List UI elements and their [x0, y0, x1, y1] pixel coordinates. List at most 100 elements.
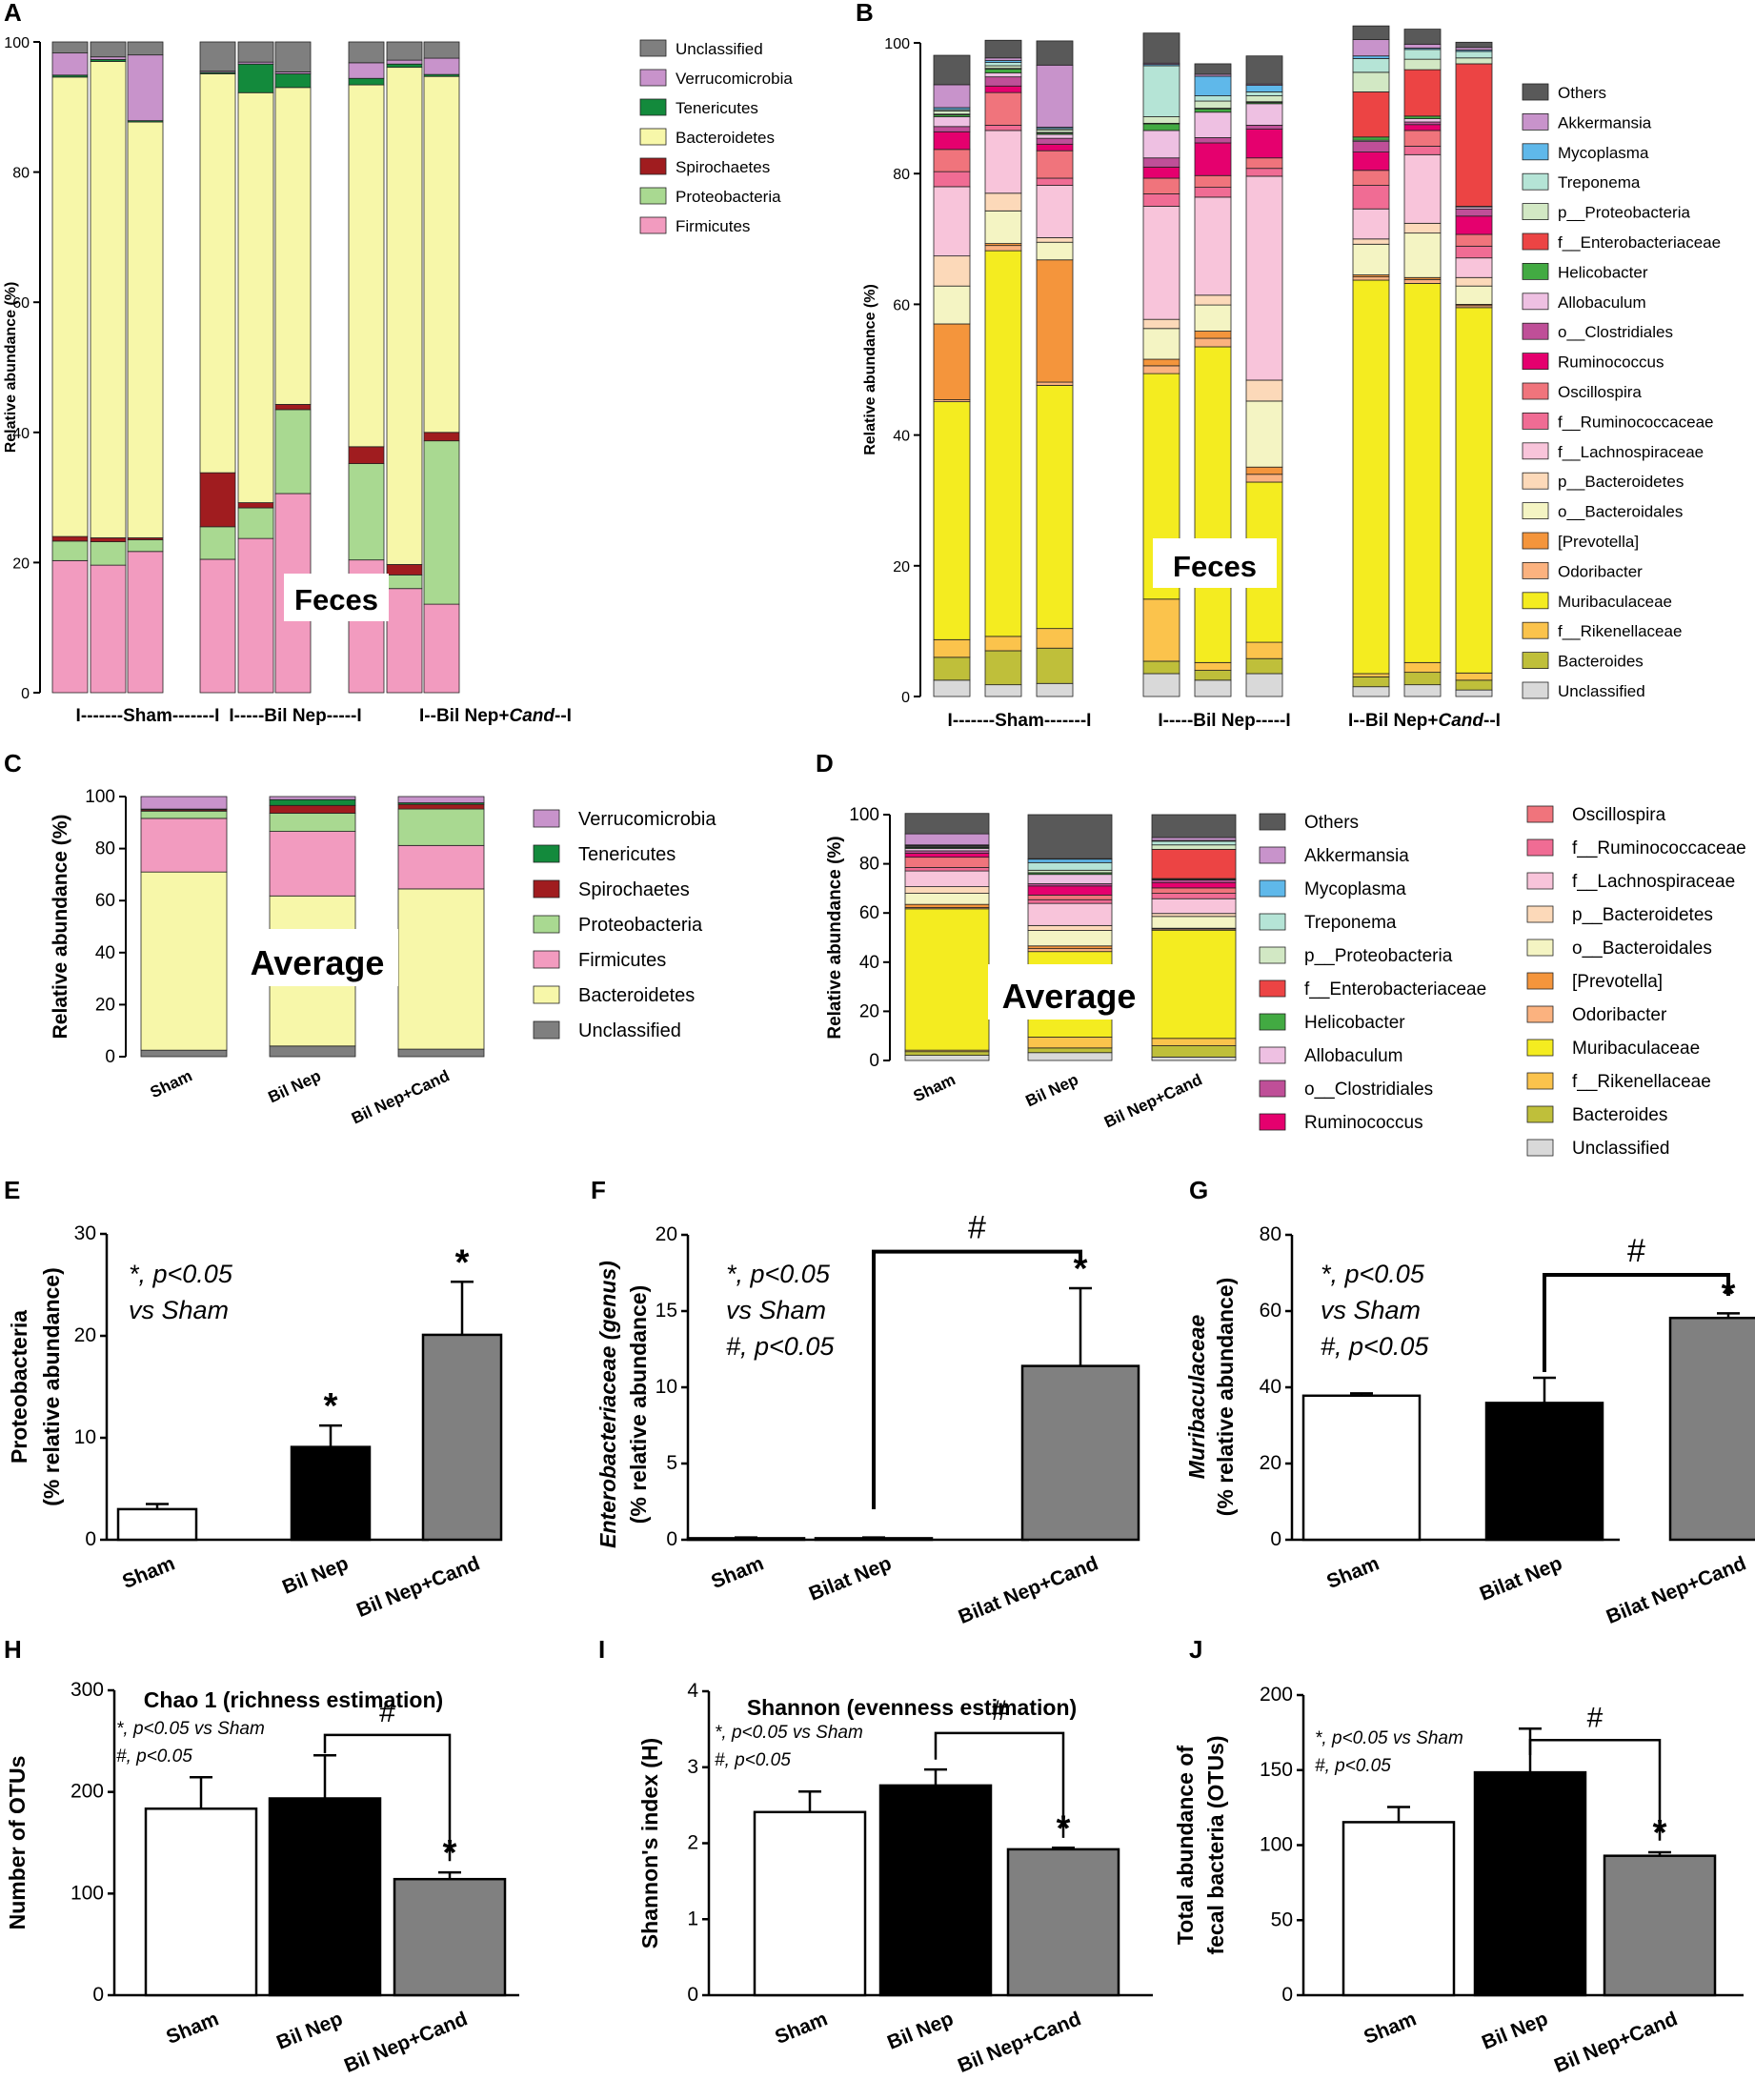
x-tick-label: Sham	[1323, 1552, 1382, 1593]
legend-swatch	[1522, 472, 1549, 490]
bar-bil-nep-cand	[1006, 1848, 1120, 1997]
bar-segment--prevotella-	[933, 323, 971, 400]
bar-segment-f-lachnospiraceae	[1151, 898, 1237, 915]
bar-segment-p-proteobacteria	[1455, 57, 1493, 65]
bar-segment-bacteroidetes	[140, 871, 228, 1051]
legend-label: Unclassified	[1558, 682, 1645, 700]
bar-segment-others	[1194, 63, 1232, 75]
x-tick-label: Sham	[119, 1552, 178, 1593]
bar-segment-firmicutes	[127, 551, 164, 694]
bar-segment-p-bacteroidetes	[1403, 222, 1442, 234]
legend-label: f__Lachnospiraceae	[1558, 443, 1704, 461]
stats-annotation: #, p<0.05	[116, 1747, 192, 1767]
x-tick-label: Sham	[911, 1070, 958, 1105]
bar-segment-bacteroides	[984, 650, 1022, 686]
panel-b: 0 20 40 60 80 100 Relative abundance (%) Others…	[862, 25, 1721, 731]
legend-label: Bacteroides	[1572, 1105, 1667, 1125]
bar-segment-treponema	[1151, 840, 1237, 846]
bar-segment-firmicutes	[423, 603, 460, 694]
bar-segment-p-bacteroidetes	[984, 192, 1022, 212]
legend-label: Muribaculaceae	[1558, 593, 1672, 611]
bar-segment-treponema	[1194, 95, 1232, 102]
legend-swatch	[1522, 293, 1549, 311]
bar-segment-unclassified	[127, 41, 164, 56]
bar-segment-f-ruminococcaceae	[1151, 893, 1237, 899]
legend-swatch	[1259, 1113, 1286, 1131]
bar-segment-spirochaetes	[397, 803, 485, 810]
chart-title: Feces	[294, 583, 378, 616]
y-tick-label: 200	[71, 1781, 104, 1803]
stats-annotation: #, p<0.05	[726, 1332, 835, 1361]
bar-segment-tenericutes	[386, 63, 423, 69]
legend-label: Ruminococcus	[1304, 1113, 1423, 1133]
bar-segment-allobaculum	[1194, 111, 1232, 138]
x-tick-label: Bil Nep+Cand	[341, 2008, 471, 2077]
legend-swatch	[1522, 412, 1549, 430]
bar-segment-muribaculaceae	[904, 908, 990, 1051]
bar-segment-oscillospira	[933, 149, 971, 172]
stats-annotation: #, p<0.05	[1321, 1332, 1429, 1361]
bar-segment-o-bacteroidales	[1027, 930, 1113, 947]
bar-segment-muribaculaceae	[1151, 929, 1237, 1040]
bar-segment-oscillospira	[1352, 170, 1390, 186]
legend-swatch	[1522, 681, 1549, 699]
significance-star: *	[1074, 1249, 1088, 1289]
stats-annotation: vs Sham	[1321, 1296, 1421, 1324]
bar-segment-muribaculaceae	[1455, 307, 1493, 674]
bar-segment-unclassified	[386, 41, 423, 61]
bar-segment-oscillospira	[1036, 150, 1074, 179]
panel-label-b: B	[856, 0, 874, 27]
bar-segment-f-ruminococcaceae	[1352, 185, 1390, 210]
x-tick-label: Bilat Nep	[1477, 1552, 1565, 1605]
bar-segment-unclassified	[904, 1055, 990, 1061]
legend-swatch	[1259, 1013, 1286, 1031]
x-tick-label: Bilat Nep+Cand	[1604, 1552, 1749, 1628]
legend-label: Muribaculaceae	[1572, 1039, 1700, 1059]
bar-segment-proteobacteria	[199, 526, 236, 560]
significance-hash: #	[992, 1695, 1008, 1726]
bar-segment-f-rikenellaceae	[984, 636, 1022, 652]
bar-segment-o-bacteroidales	[1352, 243, 1390, 275]
bar-segment-oscillospira	[904, 857, 990, 868]
bar-segment-ruminococcus	[1352, 151, 1390, 172]
bar-segment-oscillospira	[1455, 233, 1493, 247]
legend-swatch	[1522, 592, 1549, 610]
y-tick-label: 30	[74, 1222, 96, 1244]
bar-segment-p-bacteroidetes	[1245, 379, 1283, 402]
y-tick-label: 0	[1281, 1984, 1293, 2006]
bar-bil-nep	[1473, 1770, 1587, 1997]
bar-segment-muribaculaceae	[1194, 346, 1232, 663]
y-axis-label: Relative abundance (%)	[825, 836, 845, 1039]
bar-segment-bacteroides	[1403, 672, 1442, 686]
legend-swatch	[1522, 652, 1549, 669]
y-tick-label: 80	[12, 166, 30, 182]
y-tick-label: 50	[1271, 1908, 1293, 1930]
panel-label-g: G	[1189, 1176, 1208, 1204]
legend-label: o__Clostridiales	[1558, 323, 1673, 341]
bar-sham	[1341, 1821, 1456, 1997]
bar-segment-unclassified	[933, 679, 971, 697]
bar-bilat-nep-cand	[1668, 1316, 1755, 1542]
bar-segment-spirochaetes	[348, 446, 385, 464]
bar-segment-firmicutes	[269, 831, 356, 897]
bar-segment-bacteroides	[1245, 657, 1283, 675]
y-tick-label: 100	[849, 805, 879, 825]
y-tick-label: 10	[656, 1376, 677, 1398]
legend-swatch	[639, 157, 667, 175]
bar-segment-others	[1027, 814, 1113, 859]
bar-sham	[1301, 1394, 1422, 1542]
y-tick-label: 0	[85, 1528, 96, 1550]
bar-segment-o-clostridiales	[933, 126, 971, 132]
bar-segment-firmicutes	[199, 558, 236, 694]
bar-segment-bacteroidetes	[423, 75, 460, 434]
legend-swatch	[1522, 382, 1549, 400]
bar-segment-f-rikenellaceae	[1036, 628, 1074, 649]
y-tick-label: 20	[656, 1223, 677, 1245]
bar-segment-f-ruminococcaceae	[933, 171, 971, 188]
y-tick-label: 40	[95, 943, 115, 963]
bar-segment-unclassified	[1352, 686, 1390, 697]
chart-title: Feces	[1173, 550, 1257, 583]
y-tick-label: 100	[884, 36, 910, 52]
y-axis-label-line: Shannon's index (H)	[637, 1738, 662, 1949]
y-axis-label-line: (% relative abundance)	[1213, 1278, 1238, 1517]
